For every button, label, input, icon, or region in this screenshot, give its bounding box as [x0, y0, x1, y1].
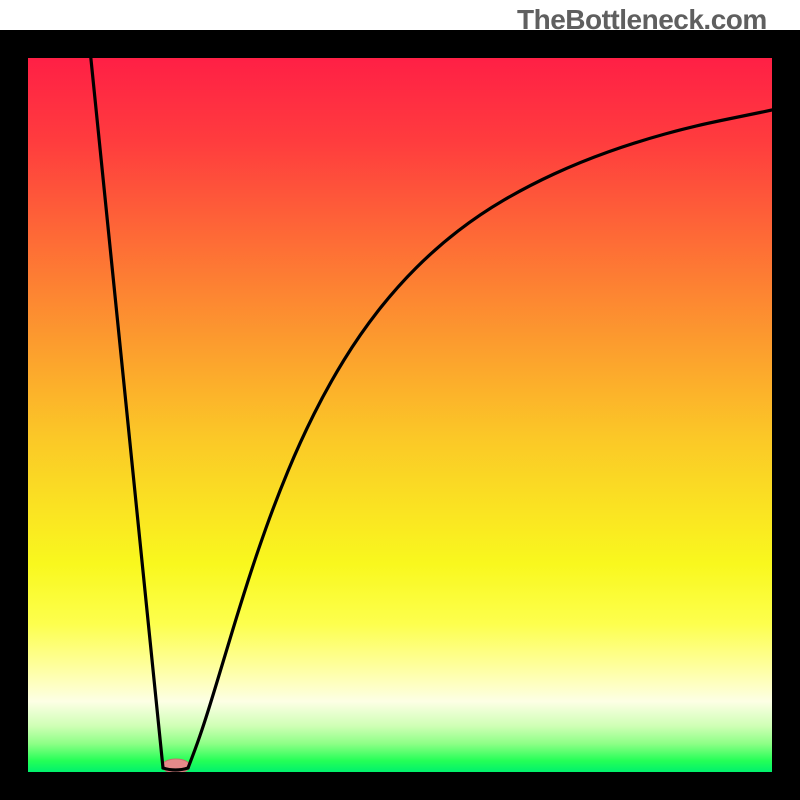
- watermark-text: TheBottleneck.com: [517, 4, 767, 36]
- chart-frame: [0, 30, 800, 800]
- chart-container: TheBottleneck.com: [0, 0, 800, 800]
